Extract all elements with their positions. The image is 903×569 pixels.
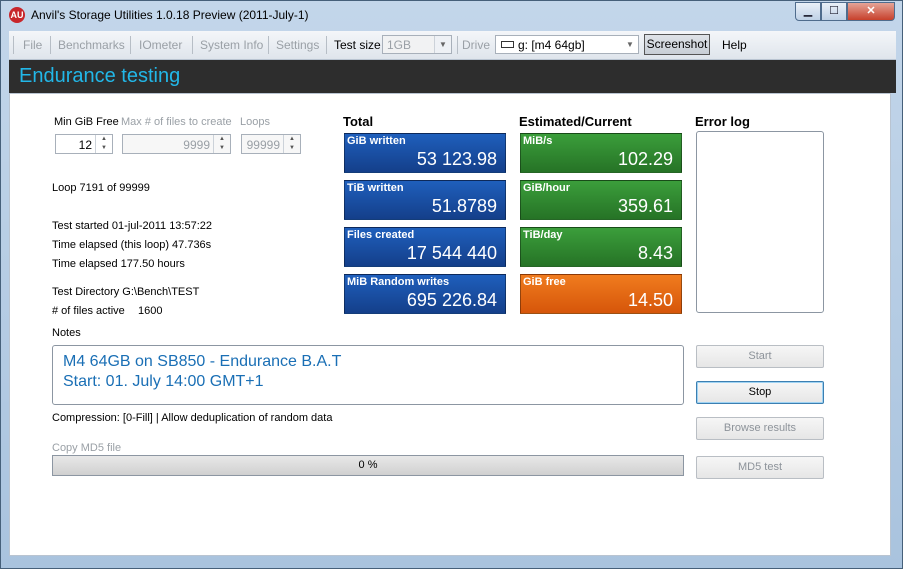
tile-value: 14.50 (627, 290, 673, 310)
screenshot-button[interactable]: Screenshot (644, 34, 710, 55)
chevron-up-icon[interactable]: ▲ (101, 136, 107, 142)
stepper-buttons[interactable]: ▲ ▼ (283, 135, 300, 153)
menu-separator (50, 36, 51, 54)
drive-select[interactable]: g: [m4 64gb] ▼ (495, 35, 639, 54)
tile-label: MiB/s (523, 135, 553, 147)
menu-bar: File Benchmarks IOmeter System Info Sett… (9, 31, 896, 60)
tile-gib-free: GiB free 14.50 (520, 274, 682, 314)
menu-separator (457, 36, 458, 54)
notes-line-1: M4 64GB on SB850 - Endurance B.A.T (63, 353, 342, 370)
close-button[interactable]: ✕ (847, 2, 895, 21)
tile-label: Files created (347, 229, 415, 241)
test-size-select[interactable]: 1GB ▼ (382, 35, 452, 54)
progress-bar: 0 % (52, 455, 684, 476)
menu-benchmarks[interactable]: Benchmarks (58, 38, 125, 52)
error-log-heading: Error log (695, 114, 750, 129)
tile-label: GiB written (347, 135, 406, 147)
tile-value: 17 544 440 (406, 243, 497, 263)
tile-tib-written: TiB written 51.8789 (344, 180, 506, 220)
tile-label: GiB free (523, 276, 566, 288)
time-elapsed-loop: Time elapsed (this loop) 47.736s (52, 239, 212, 251)
tile-value: 359.61 (617, 196, 673, 216)
chevron-down-icon: ▼ (622, 36, 638, 53)
page-title: Endurance testing (19, 65, 181, 87)
menu-help[interactable]: Help (722, 38, 747, 52)
main-content: Min GiB Free Max # of files to create Lo… (9, 93, 891, 556)
tile-mib-random-writes: MiB Random writes 695 226.84 (344, 274, 506, 314)
tile-value: 53 123.98 (416, 149, 497, 169)
compression-info: Compression: [0-Fill] | Allow deduplicat… (52, 412, 333, 424)
tile-value: 695 226.84 (406, 290, 497, 310)
loop-status: Loop 7191 of 99999 (52, 182, 150, 194)
tile-gib-per-hour: GiB/hour 359.61 (520, 180, 682, 220)
chevron-up-icon[interactable]: ▲ (289, 136, 295, 142)
drive-icon (501, 41, 514, 48)
md5-test-button[interactable]: MD5 test (696, 456, 824, 479)
notes-label: Notes (52, 327, 81, 339)
start-button[interactable]: Start (696, 345, 824, 368)
estimated-heading: Estimated/Current (519, 114, 632, 129)
menu-system-info[interactable]: System Info (200, 38, 264, 52)
menu-separator (326, 36, 327, 54)
min-gib-free-label: Min GiB Free (54, 116, 119, 128)
chevron-down-icon: ▼ (434, 36, 451, 53)
tile-value: 8.43 (637, 243, 673, 263)
app-icon: AU (9, 7, 25, 23)
tile-gib-written: GiB written 53 123.98 (344, 133, 506, 173)
min-gib-free-stepper[interactable]: 12 ▲ ▼ (55, 134, 113, 154)
menu-separator (268, 36, 269, 54)
loops-value: 99999 (246, 138, 280, 152)
progress-text: 0 % (358, 459, 378, 471)
max-files-value: 9999 (183, 138, 210, 152)
drive-value: g: [m4 64gb] (518, 38, 585, 52)
menu-iometer[interactable]: IOmeter (139, 38, 183, 52)
window-title: Anvil's Storage Utilities 1.0.18 Preview… (31, 8, 309, 22)
maximize-button[interactable]: ☐ (821, 2, 847, 21)
tile-files-created: Files created 17 544 440 (344, 227, 506, 267)
chevron-up-icon[interactable]: ▲ (219, 136, 225, 142)
test-size-value: 1GB (387, 38, 412, 52)
page-header: Endurance testing (9, 60, 896, 93)
chevron-down-icon[interactable]: ▼ (219, 145, 225, 151)
tile-mib-per-s: MiB/s 102.29 (520, 133, 682, 173)
time-elapsed: Time elapsed 177.50 hours (52, 258, 185, 270)
browse-results-button[interactable]: Browse results (696, 417, 824, 440)
stop-button[interactable]: Stop (696, 381, 824, 404)
tile-label: TiB written (347, 182, 404, 194)
tile-label: TiB/day (523, 229, 563, 241)
tile-value: 51.8789 (431, 196, 497, 216)
test-directory: Test Directory G:\Bench\TEST (52, 286, 200, 298)
notes-textarea[interactable]: M4 64GB on SB850 - Endurance B.A.T Start… (52, 345, 684, 405)
chevron-down-icon[interactable]: ▼ (101, 145, 107, 151)
error-log-box[interactable] (696, 131, 824, 313)
menu-separator (192, 36, 193, 54)
menu-separator (130, 36, 131, 54)
chevron-down-icon[interactable]: ▼ (289, 145, 295, 151)
test-size-label: Test size (334, 38, 381, 52)
test-started: Test started 01-jul-2011 13:57:22 (52, 220, 213, 232)
loops-label: Loops (240, 116, 270, 128)
max-files-stepper[interactable]: 9999 ▲ ▼ (122, 134, 231, 154)
stepper-buttons[interactable]: ▲ ▼ (95, 135, 112, 153)
minimize-button[interactable]: ▁ (795, 2, 821, 21)
tile-label: MiB Random writes (347, 276, 450, 288)
title-bar[interactable]: AU Anvil's Storage Utilities 1.0.18 Prev… (1, 1, 902, 31)
max-files-label: Max # of files to create (121, 116, 232, 128)
tile-label: GiB/hour (523, 182, 571, 194)
copy-md5-label: Copy MD5 file (52, 442, 122, 454)
drive-label: Drive (462, 38, 491, 52)
tile-value: 102.29 (617, 149, 673, 169)
files-active-label: # of files active (52, 305, 125, 317)
menu-settings[interactable]: Settings (276, 38, 320, 52)
min-gib-free-value: 12 (78, 138, 92, 152)
loops-stepper[interactable]: 99999 ▲ ▼ (241, 134, 301, 154)
files-active-value: 1600 (138, 305, 163, 317)
menu-grip (13, 36, 14, 54)
notes-line-2: Start: 01. July 14:00 GMT+1 (63, 373, 264, 390)
menu-file[interactable]: File (23, 38, 43, 52)
total-heading: Total (343, 114, 374, 129)
stepper-buttons[interactable]: ▲ ▼ (213, 135, 230, 153)
tile-tib-per-day: TiB/day 8.43 (520, 227, 682, 267)
